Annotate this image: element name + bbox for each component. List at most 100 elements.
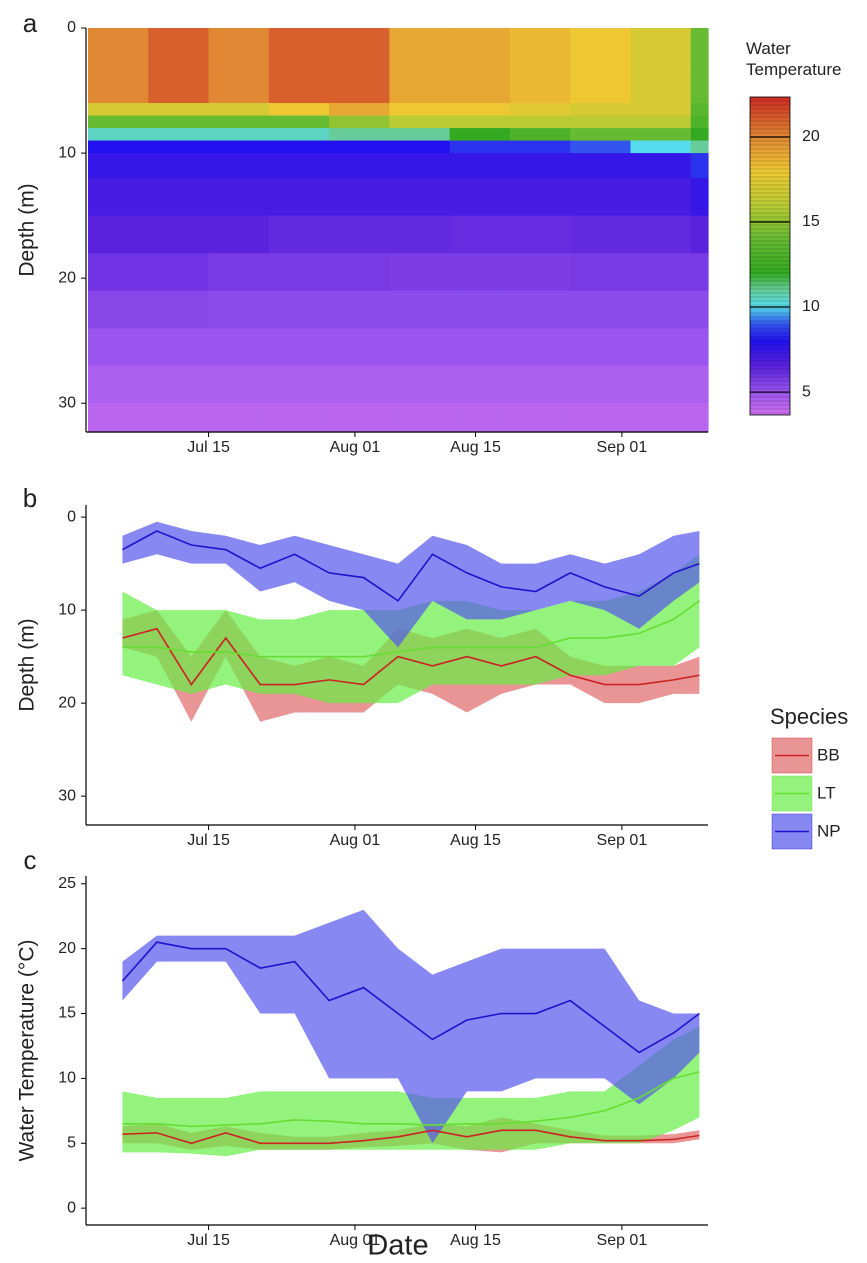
- x-tick-label: Aug 15: [450, 1232, 501, 1249]
- heat-cell: [148, 140, 210, 154]
- heat-cell: [329, 253, 390, 292]
- heat-cell: [208, 140, 270, 154]
- y-axis-label: Depth (m): [16, 183, 39, 276]
- heat-cell: [690, 328, 709, 367]
- heat-cell: [329, 115, 390, 129]
- panel-label: b: [23, 483, 37, 513]
- heat-cell: [570, 403, 632, 433]
- legend-title: Species: [770, 704, 848, 729]
- legend-label: NP: [817, 821, 841, 840]
- heat-cell: [88, 128, 149, 142]
- heat-cell: [329, 178, 390, 217]
- x-tick-label: Jul 15: [187, 439, 230, 456]
- heat-cell: [570, 140, 632, 154]
- heat-cell: [570, 28, 632, 67]
- heat-cell: [690, 103, 709, 117]
- heat-cell: [268, 128, 330, 142]
- heat-cell: [88, 153, 149, 179]
- heat-cell: [329, 65, 390, 104]
- heat-cell: [449, 290, 511, 329]
- heat-cell: [570, 178, 632, 217]
- heat-cell: [630, 140, 692, 154]
- heat-cell: [570, 115, 632, 129]
- heat-cell: [449, 178, 511, 217]
- y-tick-label: 20: [58, 694, 76, 711]
- heat-cell: [509, 115, 571, 129]
- y-tick-label: 15: [58, 1005, 76, 1022]
- heat-cell: [389, 253, 451, 292]
- heat-cell: [268, 253, 330, 292]
- y-tick-label: 10: [58, 144, 76, 161]
- heat-cell: [389, 403, 451, 433]
- heat-cell: [148, 103, 210, 117]
- heat-cell: [630, 365, 692, 404]
- heat-cell: [389, 290, 451, 329]
- heat-cell: [208, 365, 270, 404]
- heat-cell: [630, 290, 692, 329]
- heat-cell: [268, 140, 330, 154]
- heat-cell: [88, 65, 149, 104]
- heat-cell: [208, 128, 270, 142]
- heat-cell: [389, 128, 451, 142]
- heat-cell: [329, 290, 390, 329]
- heat-cell: [208, 153, 270, 179]
- heat-cell: [88, 28, 149, 67]
- heat-cell: [148, 128, 210, 142]
- heat-cell: [690, 178, 709, 217]
- legend-label: LT: [817, 783, 836, 802]
- heat-cell: [690, 290, 709, 329]
- heat-cell: [509, 253, 571, 292]
- heat-cell: [570, 65, 632, 104]
- heat-cell: [148, 328, 210, 367]
- heat-cell: [208, 253, 270, 292]
- heat-cell: [690, 153, 709, 179]
- heat-cell: [690, 28, 709, 67]
- y-tick-label: 20: [58, 269, 76, 286]
- heat-cell: [329, 103, 390, 117]
- heat-cell: [630, 115, 692, 129]
- heat-cell: [570, 128, 632, 142]
- heat-cell: [449, 140, 511, 154]
- heat-cell: [268, 290, 330, 329]
- heat-cell: [389, 178, 451, 217]
- heat-cell: [268, 28, 330, 67]
- colorbar-tick-label: 20: [802, 128, 820, 145]
- heat-cell: [268, 403, 330, 433]
- heat-cell: [268, 153, 330, 179]
- heat-cell: [329, 403, 390, 433]
- heat-cell: [88, 103, 149, 117]
- heat-cell: [148, 290, 210, 329]
- heat-cell: [148, 115, 210, 129]
- y-tick-label: 10: [58, 601, 76, 618]
- heat-cell: [389, 215, 451, 254]
- heat-cell: [570, 365, 632, 404]
- heat-cell: [329, 153, 390, 179]
- heat-cell: [148, 365, 210, 404]
- heat-cell: [690, 65, 709, 104]
- heat-cell: [449, 253, 511, 292]
- heat-cell: [88, 290, 149, 329]
- colorbar-tick-label: 10: [802, 298, 820, 315]
- heat-cell: [570, 153, 632, 179]
- heat-cell: [268, 115, 330, 129]
- heat-cell: [630, 28, 692, 67]
- heat-cell: [509, 215, 571, 254]
- series-line: [121, 941, 700, 1054]
- heat-cell: [630, 65, 692, 104]
- heat-cell: [449, 128, 511, 142]
- heat-cell: [630, 328, 692, 367]
- heat-cell: [509, 28, 571, 67]
- heat-cell: [630, 215, 692, 254]
- heat-cell: [148, 28, 210, 67]
- heat-cell: [389, 65, 451, 104]
- y-tick-label: 10: [58, 1070, 76, 1087]
- x-tick-label: Aug 01: [330, 832, 381, 849]
- series-line: [122, 1129, 700, 1145]
- heat-cell: [630, 403, 692, 433]
- heat-cell: [449, 215, 511, 254]
- heat-cell: [148, 253, 210, 292]
- heat-cell: [570, 103, 632, 117]
- series-line: [122, 600, 700, 658]
- heat-cell: [690, 140, 709, 154]
- panel-label: c: [24, 845, 37, 875]
